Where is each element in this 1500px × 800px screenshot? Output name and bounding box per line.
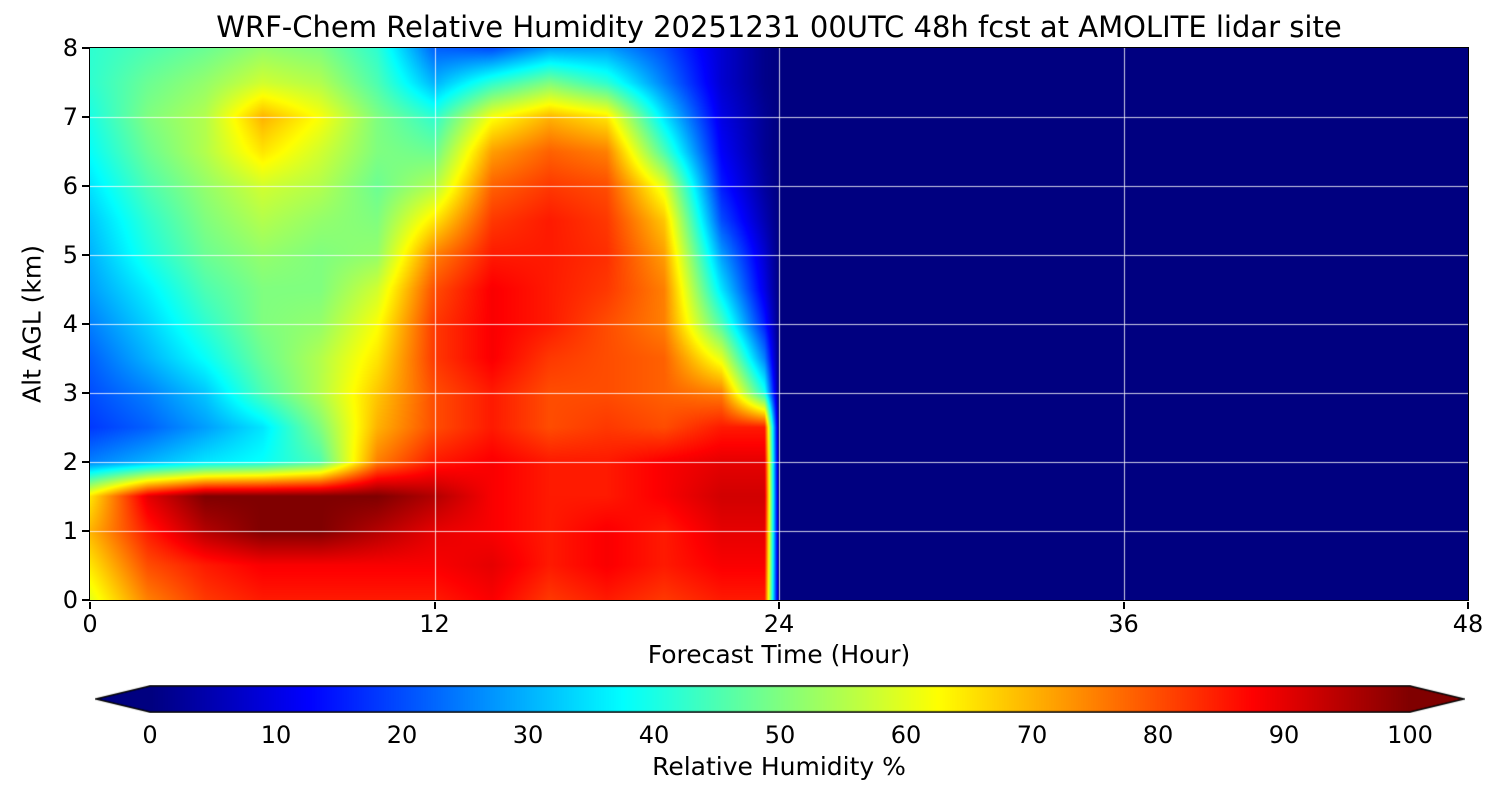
y-tick-label: 1 — [62, 517, 78, 545]
colorbar — [95, 685, 1465, 713]
tick-mark — [81, 47, 89, 49]
tick-mark — [81, 323, 89, 325]
x-tick-label: 12 — [419, 610, 450, 638]
plot-title: WRF-Chem Relative Humidity 20251231 00UT… — [216, 10, 1342, 44]
x-tick-label: 0 — [82, 610, 98, 638]
colorbar-tick-label: 70 — [1016, 721, 1048, 749]
tick-mark — [81, 254, 89, 256]
colorbar-tick-label: 40 — [638, 721, 670, 749]
tick-mark — [1467, 601, 1469, 609]
x-axis-label: Forecast Time (Hour) — [647, 640, 911, 669]
colorbar-tick-label: 0 — [142, 721, 158, 749]
tick-mark — [81, 116, 89, 118]
tick-mark — [81, 392, 89, 394]
x-tick-label: 48 — [1452, 610, 1484, 638]
tick-mark — [89, 601, 91, 609]
y-tick-label: 2 — [62, 448, 78, 476]
colorbar-tick-label: 100 — [1387, 721, 1433, 749]
colorbar-tick-label: 20 — [386, 721, 418, 749]
tick-mark — [81, 530, 89, 532]
tick-mark — [81, 461, 89, 463]
heatmap-canvas — [90, 48, 1468, 600]
colorbar-tick-label: 50 — [764, 721, 796, 749]
colorbar-tick-label: 60 — [890, 721, 922, 749]
tick-mark — [1122, 601, 1125, 609]
y-tick-label: 0 — [62, 586, 78, 614]
colorbar-tick-label: 10 — [260, 721, 292, 749]
plot-area — [89, 47, 1469, 601]
tick-mark — [433, 601, 436, 609]
tick-mark — [81, 599, 89, 601]
colorbar-tick-label: 30 — [512, 721, 544, 749]
y-axis-label: Alt AGL (km) — [17, 244, 47, 404]
y-tick-label: 7 — [62, 103, 78, 131]
colorbar-tick-label: 90 — [1268, 721, 1300, 749]
y-tick-label: 6 — [62, 172, 78, 200]
tick-mark — [778, 601, 780, 609]
x-tick-label: 36 — [1108, 610, 1139, 638]
colorbar-canvas — [95, 685, 1465, 713]
colorbar-label: Relative Humidity % — [652, 752, 906, 781]
y-tick-label: 8 — [62, 34, 78, 62]
tick-mark — [81, 185, 89, 187]
colorbar-tick-label: 80 — [1142, 721, 1174, 749]
x-tick-label: 24 — [763, 610, 795, 638]
